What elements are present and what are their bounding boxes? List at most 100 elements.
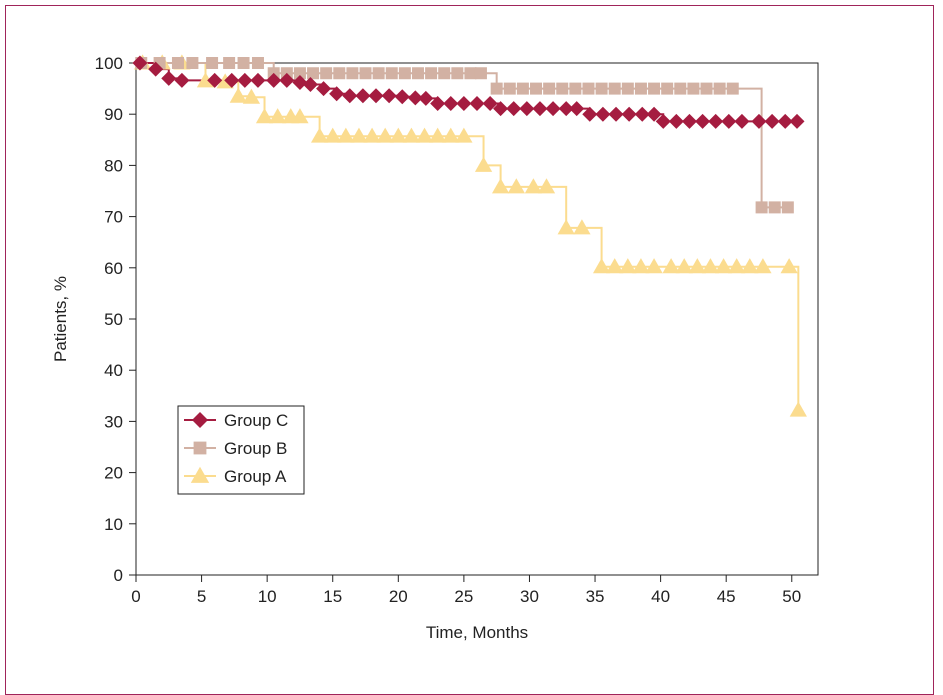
group-c-point — [789, 113, 805, 129]
series-lines — [139, 62, 800, 411]
y-tick-label: 50 — [104, 310, 123, 329]
group-b-point — [372, 67, 385, 80]
y-tick-label: 30 — [104, 412, 123, 431]
group-b-point — [648, 82, 661, 95]
group-c-point — [430, 95, 446, 111]
y-tick-label: 100 — [95, 54, 123, 73]
group-a-point — [728, 258, 746, 274]
group-c-point — [681, 113, 697, 129]
group-a-point — [645, 258, 663, 274]
group-c-point — [407, 90, 423, 106]
x-tick-label: 35 — [586, 587, 605, 606]
group-c-point — [381, 88, 397, 104]
group-c-point — [368, 88, 384, 104]
group-a-point — [507, 178, 525, 194]
group-b-point — [186, 57, 199, 69]
group-c-point — [545, 101, 561, 117]
y-axis-label: Patients, % — [51, 276, 70, 362]
group-c-point — [292, 74, 308, 90]
series-markers — [132, 54, 807, 417]
plot-area-border — [135, 62, 819, 576]
group-a-point — [291, 108, 309, 124]
group-b-point — [516, 82, 529, 95]
group-c-point — [721, 113, 737, 129]
group-a-point — [524, 178, 543, 194]
group-b-point — [543, 82, 556, 95]
group-a-point — [429, 127, 447, 143]
group-b-point — [307, 67, 320, 80]
group-b-point — [582, 82, 595, 95]
group-b-point — [768, 201, 781, 214]
group-c-point — [394, 89, 410, 105]
group-a-point — [376, 127, 394, 143]
group-c-point — [634, 106, 650, 122]
group-b-point — [425, 67, 438, 80]
group-c-point — [695, 113, 711, 129]
group-c-point — [279, 72, 295, 88]
group-c-point — [224, 72, 240, 88]
group-b-point — [464, 67, 477, 80]
group-c-point — [764, 113, 780, 129]
group-a-point — [491, 178, 510, 194]
group-a-point — [455, 127, 473, 143]
x-tick-label: 10 — [258, 587, 277, 606]
group-c-point — [132, 55, 148, 71]
axes: 0 5 10 15 20 25 30 35 40 45 50 0 10 20 30 40 50 60 70 80 90 1… — [51, 54, 819, 642]
x-tick-label: 5 — [197, 587, 206, 606]
group-c-legend-label: Group C — [224, 411, 288, 430]
group-a-point — [780, 258, 798, 274]
x-tick-label: 0 — [131, 587, 140, 606]
group-b-point — [713, 82, 726, 95]
group-c-point — [506, 101, 522, 117]
group-b-point — [237, 57, 250, 69]
group-c-point — [316, 81, 332, 97]
group-c-point — [608, 106, 624, 122]
group-b-point — [333, 67, 346, 80]
x-tick-label: 25 — [454, 587, 473, 606]
group-a-point — [324, 127, 342, 143]
group-c-point — [161, 70, 177, 86]
y-tick-label: 90 — [104, 105, 123, 124]
group-b-point — [595, 82, 608, 95]
group-b-point — [569, 82, 582, 95]
group-b-point — [438, 67, 451, 80]
group-b-point — [223, 57, 236, 69]
group-a-point — [592, 258, 611, 274]
y-tick-label: 70 — [104, 208, 123, 227]
group-a-point — [229, 87, 247, 103]
group-b-point — [398, 67, 411, 80]
x-axis-label: Time, Months — [426, 623, 528, 642]
group-a-point — [632, 258, 650, 274]
y-tick-label: 40 — [104, 361, 123, 380]
group-a-point — [701, 258, 720, 274]
group-b-point — [530, 82, 543, 95]
group-c-point — [250, 72, 266, 88]
group-a-point — [573, 219, 591, 235]
group-b-point — [634, 82, 647, 95]
group-b-point — [608, 82, 621, 95]
y-tick-label: 10 — [104, 515, 123, 534]
group-a-point — [662, 258, 680, 274]
group-a-point — [754, 258, 772, 274]
group-a-point — [350, 127, 368, 143]
group-b-point — [726, 82, 739, 95]
x-tick-label: 45 — [717, 587, 736, 606]
group-c-point — [751, 113, 767, 129]
group-b-point — [385, 67, 398, 80]
group-a-point — [442, 127, 460, 143]
group-b-point — [320, 67, 333, 80]
group-b-point — [411, 67, 424, 80]
legend: Group C Group B Group A — [177, 405, 305, 495]
group-c-point — [646, 106, 662, 122]
y-tick-label: 60 — [104, 259, 123, 278]
group-b-point — [490, 82, 503, 95]
group-b-point — [206, 57, 219, 69]
group-c-point — [734, 113, 750, 129]
group-c-point — [443, 95, 459, 111]
group-a-point — [269, 108, 287, 124]
group-a-point — [606, 258, 624, 274]
group-c-point — [418, 90, 434, 106]
group-a-point — [242, 88, 261, 104]
group-b-point — [661, 82, 674, 95]
group-b-point — [503, 82, 516, 95]
